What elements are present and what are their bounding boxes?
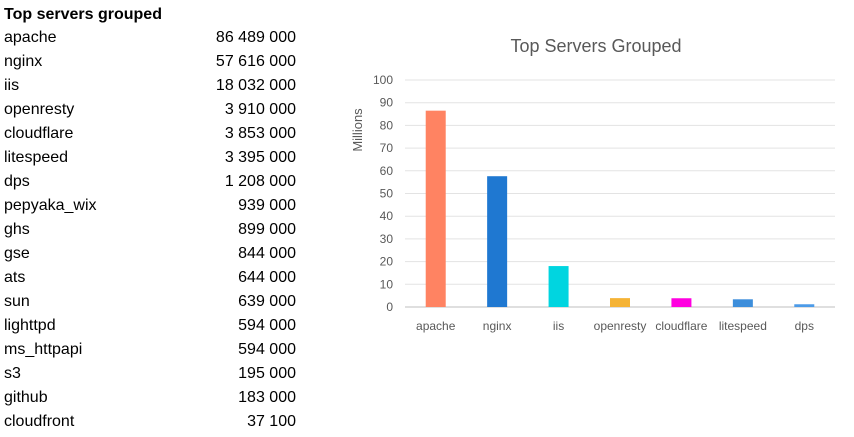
server-count: 3 395 000 (224, 149, 296, 166)
server-name: apache (4, 29, 57, 46)
y-tick-label: 20 (380, 255, 394, 269)
table-row: litespeed 3 395 000 (4, 146, 300, 170)
table-row: gse 844 000 (4, 242, 300, 266)
server-count: 57 616 000 (215, 53, 296, 70)
server-count: 3 853 000 (224, 125, 296, 142)
table-row: ms_httpapi 594 000 (4, 338, 300, 362)
table-row: lighttpd 594 000 (4, 314, 300, 338)
bar (548, 266, 569, 307)
server-name: gse (4, 245, 30, 262)
table-row: openresty 3 910 000 (4, 98, 300, 122)
table-rows: apache 86 489 000 nginx 57 616 000 iis 18 032… (4, 26, 300, 434)
server-count: 3 910 000 (224, 101, 296, 118)
server-name: litespeed (4, 149, 69, 166)
x-tick-label: cloudflare (655, 319, 707, 333)
server-count: 37 100 (247, 413, 296, 430)
x-tick-label: apache (416, 319, 456, 333)
server-name: dps (4, 173, 30, 190)
server-name: openresty (4, 101, 75, 118)
y-tick-label: 30 (380, 232, 394, 246)
table-row: cloudfront 37 100 (4, 410, 300, 434)
bar (671, 298, 692, 307)
y-tick-label: 90 (380, 96, 394, 110)
server-count: 594 000 (238, 317, 296, 334)
y-tick-label: 70 (380, 141, 394, 155)
x-tick-label: litespeed (719, 319, 767, 333)
server-count: 183 000 (238, 389, 296, 406)
x-tick-label: openresty (594, 319, 647, 333)
y-tick-label: 60 (380, 164, 394, 178)
server-count: 594 000 (238, 341, 296, 358)
y-axis-label: Millions (350, 108, 365, 152)
y-tick-label: 100 (373, 73, 393, 87)
table-row: ats 644 000 (4, 266, 300, 290)
table-row: nginx 57 616 000 (4, 50, 300, 74)
server-name: ghs (4, 221, 30, 238)
bar (732, 299, 753, 307)
server-count: 86 489 000 (215, 29, 296, 46)
bar (487, 176, 508, 307)
x-tick-label: iis (553, 319, 564, 333)
table-title: Top servers grouped (4, 6, 162, 23)
server-name: pepyaka_wix (4, 197, 97, 214)
server-name: ms_httpapi (4, 341, 83, 358)
server-name: cloudflare (4, 125, 74, 142)
server-count: 844 000 (238, 245, 296, 262)
bar (610, 298, 630, 307)
y-tick-label: 50 (380, 187, 394, 201)
server-name: iis (4, 77, 20, 94)
server-count: 899 000 (238, 221, 296, 238)
table-row: iis 18 032 000 (4, 74, 300, 98)
x-tick-label: dps (795, 319, 814, 333)
server-name: nginx (4, 53, 43, 70)
bar (794, 304, 815, 307)
server-name: sun (4, 293, 30, 310)
server-count: 195 000 (238, 365, 296, 382)
server-count: 644 000 (238, 269, 296, 286)
y-tick-label: 40 (380, 209, 394, 223)
y-tick-label: 10 (380, 277, 394, 291)
x-tick-label: nginx (483, 319, 512, 333)
y-tick-label: 80 (380, 118, 394, 132)
server-count: 1 208 000 (224, 173, 296, 190)
server-name: github (4, 389, 48, 406)
table-row: dps 1 208 000 (4, 170, 300, 194)
y-tick-label: 0 (386, 300, 393, 314)
chart-title: Top Servers Grouped (510, 36, 681, 56)
table-row: pepyaka_wix 939 000 (4, 194, 300, 218)
table-row: cloudflare 3 853 000 (4, 122, 300, 146)
bar-chart: Top Servers Grouped Millions 0 10 20 30 40 50 60… (350, 36, 835, 333)
server-count: 18 032 000 (215, 77, 296, 94)
server-name: ats (4, 269, 26, 286)
table-row: ghs 899 000 (4, 218, 300, 242)
server-count: 939 000 (238, 197, 296, 214)
table-row: apache 86 489 000 (4, 26, 300, 50)
table-row: sun 639 000 (4, 290, 300, 314)
bar (425, 110, 446, 307)
table-row: github 183 000 (4, 386, 300, 410)
server-name: lighttpd (4, 317, 56, 334)
servers-table: Top servers grouped apache 86 489 000 ngin… (4, 4, 300, 434)
table-row: s3 195 000 (4, 362, 300, 386)
server-name: cloudfront (4, 413, 75, 430)
server-count: 639 000 (238, 293, 296, 310)
server-name: s3 (4, 365, 21, 382)
